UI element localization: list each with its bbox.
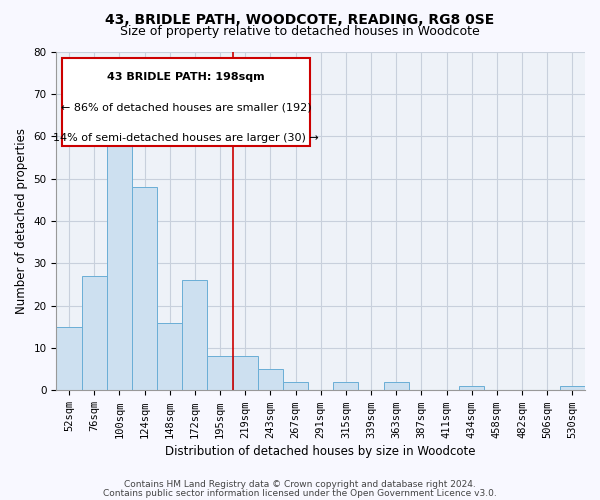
Bar (233, 356, 258, 390)
Bar (132, 187, 157, 390)
Bar (157, 322, 182, 390)
Bar (283, 382, 308, 390)
Text: Contains HM Land Registry data © Crown copyright and database right 2024.: Contains HM Land Registry data © Crown c… (124, 480, 476, 489)
Bar (333, 382, 358, 390)
Bar (56, 327, 82, 390)
Y-axis label: Number of detached properties: Number of detached properties (15, 128, 28, 314)
Text: Size of property relative to detached houses in Woodcote: Size of property relative to detached ho… (120, 25, 480, 38)
Text: Contains public sector information licensed under the Open Government Licence v3: Contains public sector information licen… (103, 488, 497, 498)
Bar (560, 386, 585, 390)
Bar (107, 136, 132, 390)
Text: 43 BRIDLE PATH: 198sqm: 43 BRIDLE PATH: 198sqm (107, 72, 265, 82)
Text: 43, BRIDLE PATH, WOODCOTE, READING, RG8 0SE: 43, BRIDLE PATH, WOODCOTE, READING, RG8 … (106, 12, 494, 26)
Bar (258, 369, 283, 390)
FancyBboxPatch shape (62, 58, 310, 146)
Bar (182, 280, 208, 390)
Bar (208, 356, 233, 390)
Bar (82, 276, 107, 390)
Bar (459, 386, 484, 390)
Bar (383, 382, 409, 390)
Text: ← 86% of detached houses are smaller (192): ← 86% of detached houses are smaller (19… (61, 102, 311, 113)
X-axis label: Distribution of detached houses by size in Woodcote: Distribution of detached houses by size … (166, 444, 476, 458)
Text: 14% of semi-detached houses are larger (30) →: 14% of semi-detached houses are larger (… (53, 133, 319, 143)
